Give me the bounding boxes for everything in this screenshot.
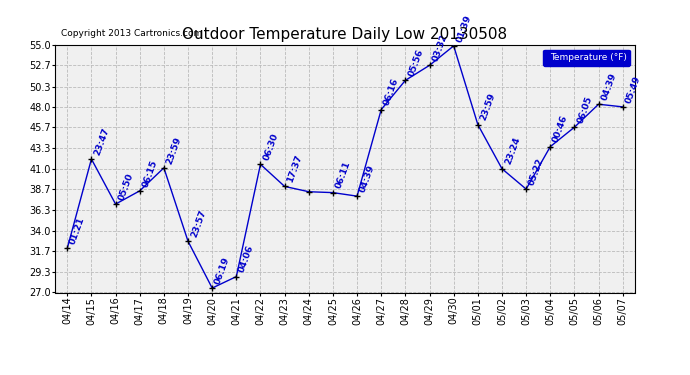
Text: 05:56: 05:56 xyxy=(406,48,425,78)
Text: 06:30: 06:30 xyxy=(262,132,280,162)
Text: 06:15: 06:15 xyxy=(141,158,159,188)
Text: 23:57: 23:57 xyxy=(189,209,208,238)
Text: 06:16: 06:16 xyxy=(382,77,401,107)
Text: 06:05: 06:05 xyxy=(575,95,594,124)
Text: 05:22: 05:22 xyxy=(527,157,546,186)
Text: 05:50: 05:50 xyxy=(117,172,135,201)
Text: 17:37: 17:37 xyxy=(286,154,304,184)
Text: 23:59: 23:59 xyxy=(479,92,497,122)
Text: 00:46: 00:46 xyxy=(551,114,570,144)
Text: 23:47: 23:47 xyxy=(92,126,111,156)
Text: 23:24: 23:24 xyxy=(503,136,522,166)
Title: Outdoor Temperature Daily Low 20130508: Outdoor Temperature Daily Low 20130508 xyxy=(182,27,508,42)
Text: 01:39: 01:39 xyxy=(455,13,473,43)
Text: 04:06: 04:06 xyxy=(237,244,256,274)
Text: 01:21: 01:21 xyxy=(68,216,87,246)
Legend: Temperature (°F): Temperature (°F) xyxy=(544,50,630,66)
Text: 05:49: 05:49 xyxy=(624,74,642,104)
Text: 06:19: 06:19 xyxy=(213,255,232,285)
Text: 04:39: 04:39 xyxy=(600,72,618,102)
Text: 23:59: 23:59 xyxy=(165,135,184,165)
Text: 03:32: 03:32 xyxy=(431,33,449,63)
Text: 04:39: 04:39 xyxy=(358,164,377,194)
Text: 06:11: 06:11 xyxy=(334,160,353,190)
Text: Copyright 2013 Cartronics.com: Copyright 2013 Cartronics.com xyxy=(61,28,202,38)
